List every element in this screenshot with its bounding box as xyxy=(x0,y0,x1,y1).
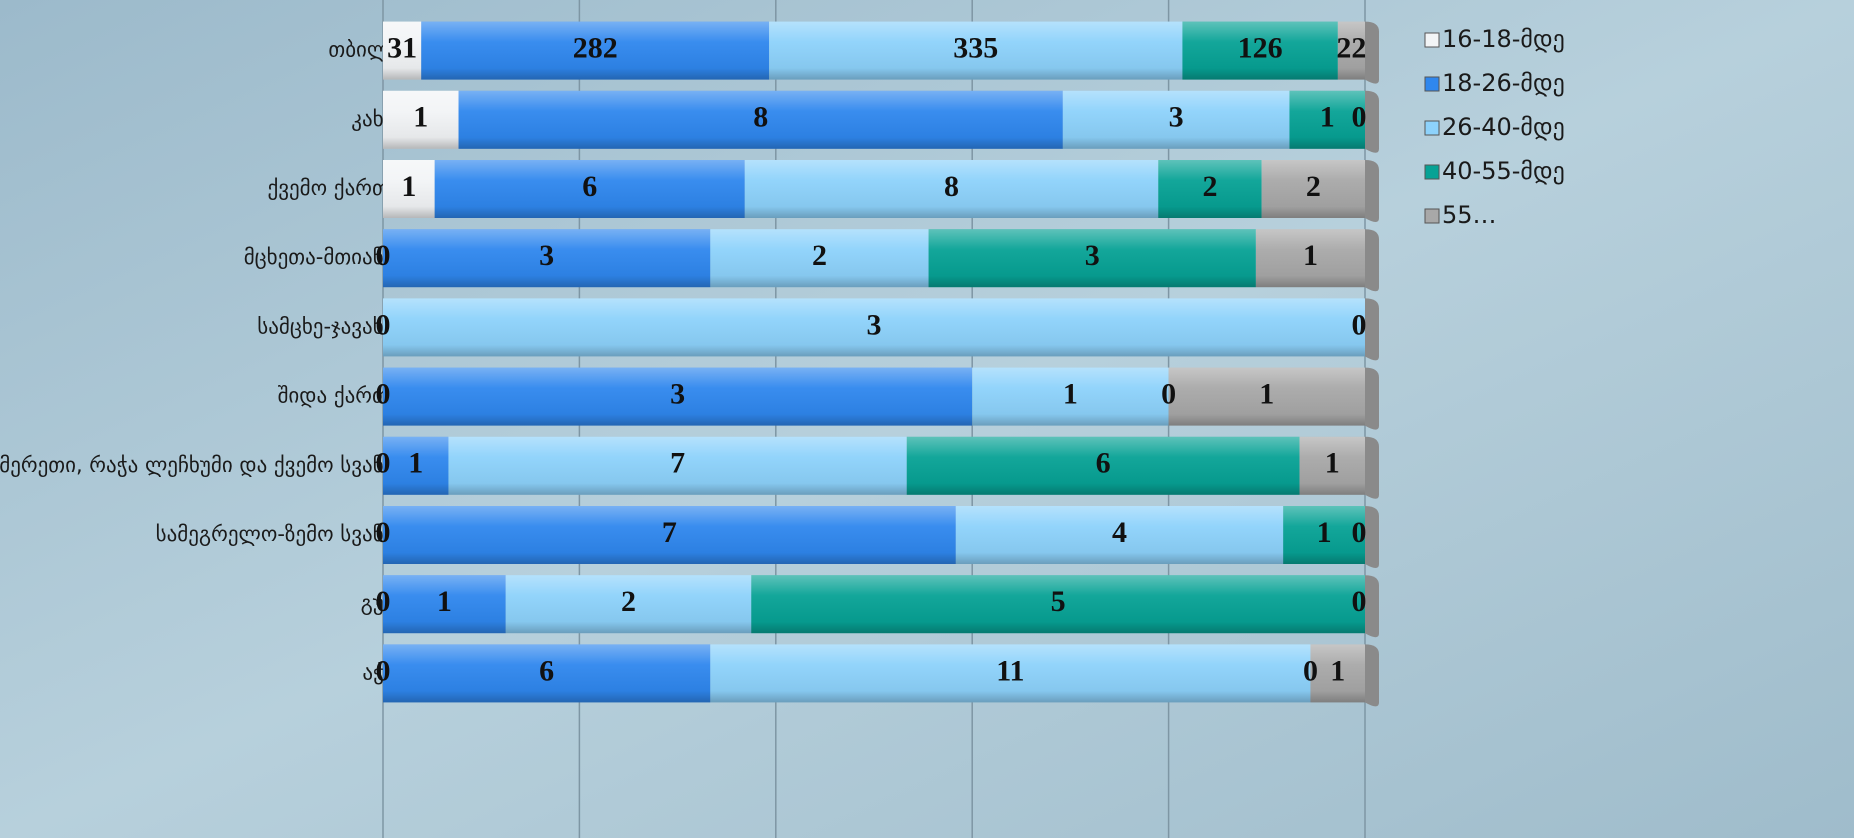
data-label: 0 xyxy=(376,654,391,687)
data-label: 1 xyxy=(408,447,423,480)
bar-cap xyxy=(1365,367,1379,430)
bar-shine xyxy=(383,644,1365,703)
legend-swatch xyxy=(1424,164,1440,180)
data-label: 335 xyxy=(953,31,998,64)
legend-swatch xyxy=(1424,32,1440,48)
legend-swatch xyxy=(1424,76,1440,92)
data-label: 0 xyxy=(1352,308,1367,341)
data-label: 31 xyxy=(387,31,417,64)
data-label: 0 xyxy=(1161,377,1176,410)
bar-cap xyxy=(1365,160,1379,222)
data-label: 0 xyxy=(1352,101,1367,134)
data-label: 1 xyxy=(1320,101,1335,134)
bar-shine xyxy=(383,298,1365,357)
data-label: 4 xyxy=(1112,516,1127,549)
bar-cap xyxy=(1365,229,1379,292)
data-label: 126 xyxy=(1238,31,1283,64)
bar-shine xyxy=(383,160,1365,218)
data-label: 0 xyxy=(376,239,391,272)
data-label: 1 xyxy=(1325,447,1340,480)
category-label: იმერეთი, რაჭა ლეჩხუმი და ქვემო სვანეთი xyxy=(0,453,422,477)
data-label: 1 xyxy=(437,585,452,618)
data-label: 2 xyxy=(1202,170,1217,203)
legend-label: 18-26-მდე xyxy=(1442,69,1565,97)
data-label: 1 xyxy=(1259,377,1274,410)
data-label: 8 xyxy=(753,101,768,134)
data-label: 1 xyxy=(1330,654,1345,687)
data-label: 6 xyxy=(539,654,554,687)
data-label: 0 xyxy=(1303,654,1318,687)
data-label: 0 xyxy=(376,447,391,480)
data-label: 0 xyxy=(376,516,391,549)
data-label: 2 xyxy=(1306,170,1321,203)
legend-swatch xyxy=(1424,120,1440,136)
bar-row xyxy=(383,644,1379,707)
data-label: 2 xyxy=(621,585,636,618)
data-label: 7 xyxy=(670,447,685,480)
bar-row xyxy=(383,367,1379,430)
data-label: 0 xyxy=(1352,516,1367,549)
bar-shine xyxy=(383,229,1365,288)
data-label: 11 xyxy=(996,654,1024,687)
bar-shine xyxy=(383,575,1365,634)
data-label: 3 xyxy=(1169,101,1184,134)
bar-cap xyxy=(1365,436,1379,499)
bar-row xyxy=(383,506,1379,568)
legend-label: 26-40-მდე xyxy=(1442,113,1565,141)
data-label: 3 xyxy=(670,377,685,410)
bar-cap xyxy=(1365,506,1379,568)
data-label: 7 xyxy=(662,516,677,549)
data-label: 3 xyxy=(1085,239,1100,272)
data-label: 0 xyxy=(376,377,391,410)
data-label: 0 xyxy=(1352,585,1367,618)
bar-cap xyxy=(1365,90,1379,153)
category-label: სამეგრელო-ზემო სვანეთი xyxy=(156,522,422,546)
legend-label: 16-18-მდე xyxy=(1442,25,1565,53)
data-label: 1 xyxy=(1063,377,1078,410)
bar-shine xyxy=(383,436,1365,495)
data-label: 5 xyxy=(1051,585,1066,618)
data-label: 6 xyxy=(582,170,597,203)
bar-shine xyxy=(383,21,1365,80)
bar-shine xyxy=(383,90,1365,149)
data-label: 8 xyxy=(944,170,959,203)
bar-row xyxy=(383,21,1379,84)
bar-cap xyxy=(1365,644,1379,707)
bar-row xyxy=(383,90,1379,153)
bar-shine xyxy=(383,506,1365,564)
data-label: 3 xyxy=(539,239,554,272)
data-label: 0 xyxy=(376,308,391,341)
bar-row xyxy=(383,160,1379,222)
data-label: 282 xyxy=(573,31,618,64)
data-label: 2 xyxy=(812,239,827,272)
data-label: 3 xyxy=(867,308,882,341)
data-label: 1 xyxy=(401,170,416,203)
data-label: 1 xyxy=(413,101,428,134)
data-label: 22 xyxy=(1336,31,1366,64)
legend-label: 55… xyxy=(1442,201,1497,229)
data-label: 1 xyxy=(1303,239,1318,272)
bar-row xyxy=(383,575,1379,638)
data-label: 0 xyxy=(376,585,391,618)
legend-swatch xyxy=(1424,208,1440,224)
data-label: 6 xyxy=(1096,447,1111,480)
bar-cap xyxy=(1365,298,1379,361)
bar-cap xyxy=(1365,21,1379,84)
bar-row xyxy=(383,298,1379,361)
bar-row xyxy=(383,436,1379,499)
data-label: 1 xyxy=(1317,516,1332,549)
bar-row xyxy=(383,229,1379,292)
bar-cap xyxy=(1365,575,1379,638)
bar-shine xyxy=(383,367,1365,426)
legend-label: 40-55-მდე xyxy=(1442,157,1565,185)
